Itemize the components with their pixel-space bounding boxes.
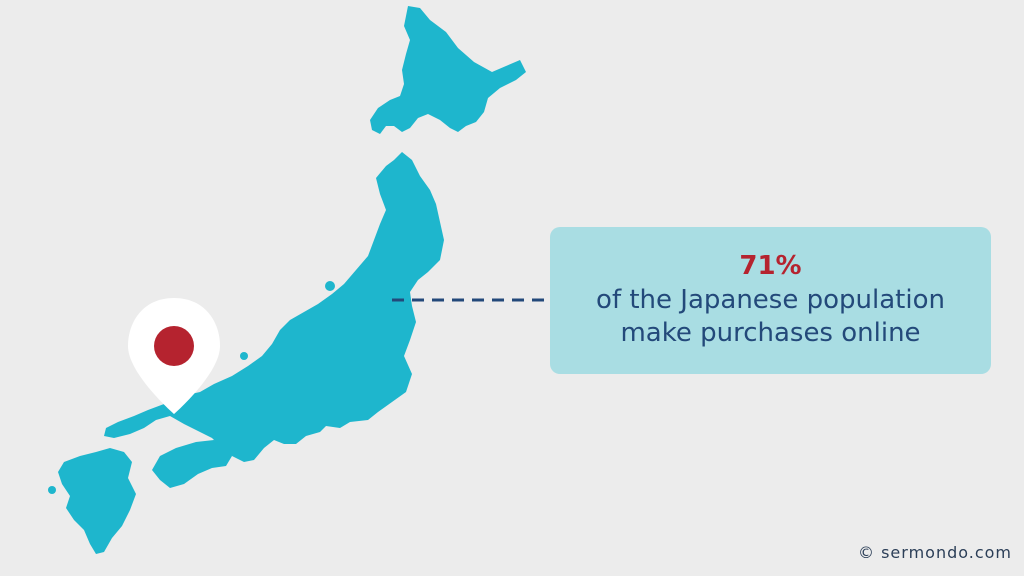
shikoku-island [152,440,232,488]
japan-flag-icon [154,326,194,366]
hokkaido-island [370,6,526,134]
oki-island [240,352,248,360]
stat-description-line-2: make purchases online [620,318,921,349]
copyright-text: © sermondo.com [858,543,1012,562]
location-pin-icon [128,298,220,414]
goto-island [48,486,56,494]
kyushu-island [58,448,136,554]
stat-percentage: 71% [739,250,802,281]
sado-island [325,281,335,291]
stat-callout-box: 71% of the Japanese population make purc… [550,227,991,374]
honshu-island [104,152,444,462]
stat-description-line-1: of the Japanese population [596,284,945,315]
